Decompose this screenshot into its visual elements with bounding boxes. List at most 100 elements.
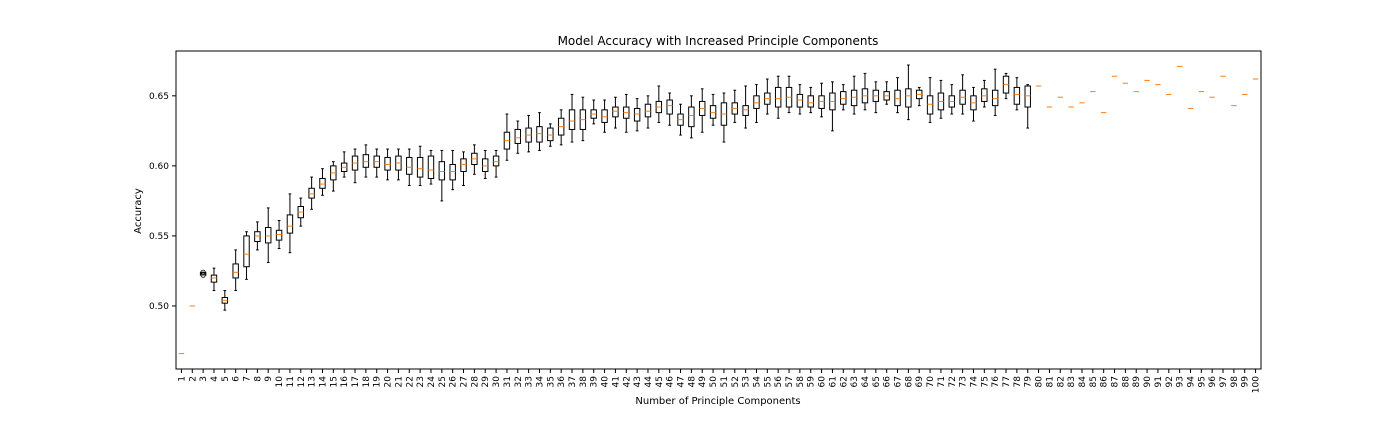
x-tick-label: 89: [1132, 376, 1142, 388]
x-tick-label: 42: [622, 376, 632, 387]
box: [1013, 86, 1021, 105]
x-tick-label: 35: [546, 376, 556, 387]
box-group: [818, 82, 825, 118]
x-tick-label: 40: [601, 376, 611, 388]
box-group: [536, 112, 543, 151]
box-group: [232, 249, 239, 292]
x-tick-label: 62: [839, 376, 849, 387]
box: [753, 95, 760, 109]
x-tick-label: 58: [796, 376, 806, 388]
x-tick-label: 55: [763, 376, 773, 387]
x-tick-label: 50: [709, 376, 719, 388]
x-tick-label: 65: [872, 376, 882, 387]
box-group: [872, 81, 880, 114]
box: [406, 156, 413, 175]
x-tick-label: 21: [394, 376, 404, 387]
x-tick-label: 54: [752, 376, 762, 388]
x-tick-label: 12: [297, 376, 307, 387]
x-tick-label: 51: [720, 376, 730, 387]
box-group: [384, 148, 391, 181]
box: [991, 89, 999, 107]
x-tick-label: 17: [351, 376, 361, 387]
x-tick-label: 20: [384, 376, 394, 388]
box-group: [688, 95, 695, 139]
box-group: [981, 79, 988, 108]
x-tick-label: 52: [731, 376, 741, 387]
box-group: [406, 148, 413, 186]
x-tick-label: 25: [438, 376, 448, 387]
x-tick-label: 44: [644, 376, 654, 388]
box: [807, 95, 814, 108]
box-group: [861, 72, 869, 111]
x-tick-label: 15: [329, 376, 339, 387]
box: [254, 231, 261, 243]
box-group: [373, 148, 380, 178]
plot-frame: [175, 50, 1262, 370]
box: [905, 88, 912, 108]
x-tick-label: 90: [1143, 376, 1153, 388]
box: [666, 99, 673, 115]
box-group: [916, 86, 923, 107]
box: [265, 227, 272, 244]
box: [796, 93, 804, 108]
x-tick-label: 85: [1089, 376, 1099, 387]
x-tick-label: 82: [1056, 376, 1066, 387]
box-group: [1024, 84, 1031, 129]
box: [644, 103, 652, 118]
y-axis: 0.50 0.55 0.60 0.65: [149, 92, 176, 312]
x-tick-label: 94: [1186, 376, 1196, 388]
box-group: [275, 220, 283, 250]
box: [981, 88, 988, 102]
x-tick-label: 70: [926, 376, 936, 388]
x-tick-label: 77: [1002, 376, 1012, 387]
x-tick-label: 37: [568, 376, 578, 387]
box: [514, 128, 521, 144]
x-tick-label: 67: [894, 376, 904, 387]
box: [286, 214, 294, 234]
box-group: [449, 149, 456, 191]
x-tick-label: 63: [850, 376, 860, 387]
box-group: [297, 197, 304, 227]
box: [438, 161, 446, 181]
box: [1024, 85, 1031, 108]
box-group: [764, 78, 771, 115]
box-group: [308, 176, 315, 210]
box-group: [438, 149, 446, 202]
x-tick-label: 9: [264, 376, 274, 382]
box-group: [351, 148, 359, 184]
box-group: [416, 145, 424, 186]
x-tick-label: 4: [210, 376, 220, 382]
box-group: [785, 75, 793, 114]
box: [232, 263, 239, 279]
x-tick-label: 18: [362, 376, 372, 388]
x-tick-label: 26: [449, 376, 459, 388]
x-tick-label: 69: [915, 376, 925, 388]
x-tick-label: 6: [232, 376, 242, 382]
box: [275, 229, 283, 241]
box-group: [959, 74, 966, 115]
x-tick-label: 86: [1100, 376, 1110, 388]
x-tick-label: 100: [1252, 376, 1262, 393]
box-group: [340, 151, 348, 178]
x-tick-label: 19: [373, 376, 383, 388]
box: [633, 107, 641, 122]
x-tick-label: 43: [633, 376, 643, 387]
box: [243, 235, 250, 268]
box-group: [243, 231, 250, 280]
x-tick-label: 3: [199, 376, 209, 382]
box: [601, 109, 608, 123]
x-tick-label: 98: [1230, 376, 1240, 388]
outlier-point: [200, 269, 206, 275]
x-tick-label: 32: [514, 376, 524, 387]
box-group: [883, 81, 890, 105]
box: [210, 274, 218, 283]
box: [742, 105, 749, 116]
x-tick-label: 41: [611, 376, 621, 387]
x-tick-label: 76: [991, 376, 1001, 388]
x-tick-label: 24: [427, 376, 437, 388]
x-tick-label: 81: [1045, 376, 1055, 387]
box-group: [731, 89, 738, 123]
x-tick-label: 23: [416, 376, 426, 387]
box-group: [840, 84, 847, 111]
